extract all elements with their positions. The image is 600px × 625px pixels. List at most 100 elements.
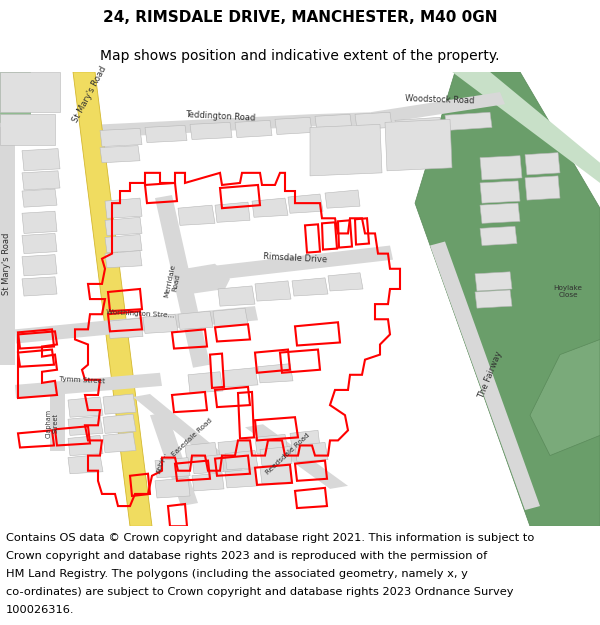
Polygon shape (22, 149, 60, 171)
Polygon shape (430, 241, 540, 510)
Polygon shape (105, 198, 142, 218)
Polygon shape (530, 339, 600, 456)
Polygon shape (355, 112, 392, 129)
Text: Woodstock Road: Woodstock Road (405, 94, 475, 106)
Polygon shape (452, 72, 600, 183)
Polygon shape (445, 112, 492, 131)
Text: Worthington Stre...: Worthington Stre... (106, 309, 174, 319)
Polygon shape (178, 205, 215, 226)
Polygon shape (22, 171, 60, 190)
Polygon shape (108, 318, 143, 339)
Polygon shape (190, 122, 232, 139)
Polygon shape (328, 272, 363, 291)
Polygon shape (0, 114, 55, 144)
Polygon shape (68, 454, 103, 474)
Text: 100026316.: 100026316. (6, 605, 74, 615)
Polygon shape (255, 434, 288, 454)
Polygon shape (145, 126, 187, 142)
Polygon shape (225, 469, 258, 488)
Polygon shape (255, 281, 291, 301)
Text: Tymm Street: Tymm Street (59, 376, 105, 384)
Polygon shape (395, 118, 442, 136)
Polygon shape (73, 72, 152, 526)
Text: Rimsdale Drive: Rimsdale Drive (263, 253, 327, 265)
Polygon shape (22, 254, 57, 276)
Polygon shape (95, 112, 372, 138)
Polygon shape (245, 424, 348, 489)
Polygon shape (15, 372, 162, 398)
Text: Teddington Road: Teddington Road (185, 110, 256, 123)
Polygon shape (260, 446, 292, 466)
Polygon shape (100, 128, 142, 147)
Text: Crown copyright and database rights 2023 and is reproduced with the permission o: Crown copyright and database rights 2023… (6, 551, 487, 561)
Polygon shape (188, 246, 393, 283)
Text: Contains OS data © Crown copyright and database right 2021. This information is : Contains OS data © Crown copyright and d… (6, 533, 535, 543)
Polygon shape (133, 394, 255, 483)
Polygon shape (22, 189, 57, 207)
Polygon shape (155, 478, 190, 498)
Polygon shape (235, 121, 272, 138)
Text: Clapham
Street: Clapham Street (46, 409, 59, 438)
Polygon shape (105, 251, 142, 268)
Polygon shape (188, 372, 223, 393)
Polygon shape (218, 286, 255, 306)
Text: St Mary's Road: St Mary's Road (2, 232, 11, 295)
Text: Easedale Road: Easedale Road (170, 417, 214, 457)
Polygon shape (288, 194, 323, 213)
Polygon shape (22, 211, 57, 233)
Polygon shape (223, 368, 258, 387)
Polygon shape (310, 124, 382, 176)
Polygon shape (525, 176, 560, 200)
Polygon shape (105, 217, 142, 236)
Polygon shape (225, 451, 258, 470)
Polygon shape (22, 277, 57, 296)
Polygon shape (0, 127, 15, 365)
Polygon shape (290, 431, 320, 449)
Text: St Mary's Road: St Mary's Road (71, 64, 109, 124)
Polygon shape (292, 278, 328, 296)
Polygon shape (480, 226, 517, 246)
Polygon shape (480, 156, 522, 180)
Polygon shape (260, 464, 292, 484)
Polygon shape (155, 195, 210, 368)
Polygon shape (275, 118, 312, 134)
Polygon shape (185, 442, 218, 462)
Polygon shape (68, 416, 103, 436)
Polygon shape (385, 119, 452, 171)
Polygon shape (258, 364, 293, 383)
Polygon shape (103, 414, 136, 433)
Text: 24, RIMSDALE DRIVE, MANCHESTER, M40 0GN: 24, RIMSDALE DRIVE, MANCHESTER, M40 0GN (103, 11, 497, 26)
Text: Reedsdale Road: Reedsdale Road (265, 432, 311, 476)
Text: The Fairway: The Fairway (476, 350, 503, 400)
Polygon shape (192, 454, 224, 474)
Polygon shape (155, 458, 190, 478)
Text: Merridale
Road: Merridale Road (163, 264, 183, 300)
Polygon shape (315, 114, 352, 131)
Polygon shape (215, 202, 250, 222)
Text: Abby...: Abby... (156, 451, 168, 474)
Polygon shape (325, 190, 360, 208)
Polygon shape (105, 234, 142, 253)
Polygon shape (475, 290, 512, 308)
Polygon shape (480, 181, 520, 203)
Polygon shape (213, 308, 248, 326)
Polygon shape (22, 233, 57, 254)
Text: HM Land Registry. The polygons (including the associated geometry, namely x, y: HM Land Registry. The polygons (includin… (6, 569, 468, 579)
Polygon shape (192, 472, 224, 491)
Polygon shape (178, 311, 213, 329)
Polygon shape (218, 439, 252, 459)
Polygon shape (103, 394, 136, 414)
Polygon shape (525, 152, 560, 175)
Polygon shape (68, 436, 103, 456)
Polygon shape (370, 92, 505, 124)
Polygon shape (50, 385, 65, 451)
Polygon shape (475, 272, 512, 291)
Polygon shape (15, 306, 258, 344)
Polygon shape (295, 442, 328, 462)
Text: Hoylake
Close: Hoylake Close (554, 286, 583, 299)
Text: Map shows position and indicative extent of the property.: Map shows position and indicative extent… (100, 49, 500, 63)
Polygon shape (0, 72, 30, 122)
Polygon shape (68, 397, 103, 418)
Polygon shape (185, 264, 230, 294)
Polygon shape (150, 412, 198, 506)
